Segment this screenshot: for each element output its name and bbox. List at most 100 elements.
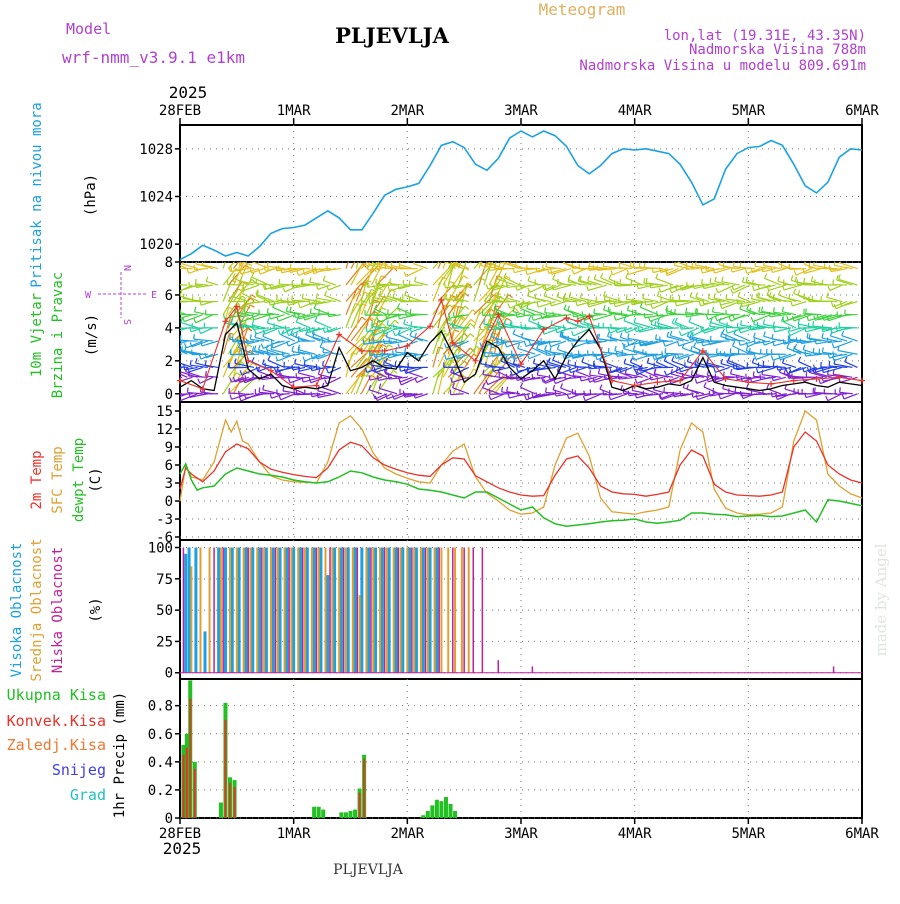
wind-barb-flag — [547, 359, 548, 364]
wind-barb-flag — [247, 264, 252, 266]
wind-barb-flag — [450, 256, 452, 261]
wind-barb-flag — [480, 343, 482, 348]
wind-barb — [640, 307, 658, 315]
wind-barb-flag — [753, 371, 754, 376]
wind-barb-flag — [374, 353, 375, 358]
wind-barb-flag — [733, 261, 734, 266]
wind-barb-flag — [471, 319, 475, 322]
wind-barb-flag — [639, 366, 640, 371]
wind-barb-flag — [265, 284, 266, 289]
wind-barb-flag — [549, 375, 550, 380]
wind-barb-flag — [393, 331, 395, 336]
compass-west: W — [85, 290, 92, 301]
wind-barb-flag — [507, 282, 508, 287]
wind-barb-flag — [795, 277, 796, 282]
wind-barb-flag — [563, 354, 565, 359]
wind-barb-flag — [189, 282, 190, 287]
wind-barb-flag — [448, 245, 453, 247]
wind-barb-flag — [603, 261, 604, 266]
precip-bar-1 — [182, 755, 184, 818]
wind-barb-flag — [517, 391, 518, 396]
wind-barb — [417, 377, 428, 382]
wind-barb-flag — [507, 387, 508, 392]
wind-barb-flag — [687, 384, 688, 389]
precip-bar-1 — [224, 720, 226, 818]
wind-barb-flag — [180, 335, 181, 340]
wind-barb-flag — [551, 320, 552, 325]
wind-barb-flag — [695, 361, 696, 366]
wind-barb-flag — [667, 332, 668, 337]
x-tick-label-bottom: 4MAR — [618, 826, 652, 842]
wind-barb-flag — [513, 329, 515, 334]
wind-barb — [756, 354, 771, 359]
wind-barb-flag — [546, 313, 547, 318]
wind-barb-flag — [537, 370, 538, 375]
wind-barb-flag — [634, 318, 635, 323]
wind-barb-flag — [763, 319, 764, 324]
wind-barb-flag — [627, 306, 629, 311]
wind-barb — [577, 302, 591, 306]
wind-barb-flag — [263, 385, 264, 390]
wind-barb-flag — [819, 379, 821, 384]
wind-barb-flag — [664, 371, 666, 376]
wind-barb — [629, 269, 648, 275]
precip-frame — [180, 679, 862, 818]
wind-barb — [489, 244, 502, 268]
wind-barb-flag — [387, 320, 388, 325]
wind-barb — [438, 245, 448, 269]
temp-ylabel-sfc: SFC Temp — [50, 446, 66, 513]
wind-barb-flag — [692, 262, 693, 267]
wind-barb — [679, 341, 694, 346]
wind-barb-flag — [787, 343, 789, 348]
x-tick-label-top: 3MAR — [504, 103, 538, 119]
precip-bar-0 — [453, 811, 457, 818]
temp-ylabel-2m: 2m Temp — [29, 450, 45, 509]
wind-barb-flag — [277, 295, 278, 300]
wind-barb-flag — [259, 387, 260, 392]
wind-barb — [267, 323, 284, 328]
wind-barb-flag — [798, 290, 800, 295]
wind-barb-flag — [726, 294, 727, 299]
wind-barb-flag — [754, 355, 756, 360]
cloud-ylabel-high: Visoka Oblacnost — [9, 543, 25, 678]
wind-barb-flag — [361, 251, 365, 253]
wind-barb-flag — [362, 317, 366, 320]
wind-barb-flag — [267, 308, 268, 313]
wind-barb-flag — [694, 343, 696, 347]
wind-barb-flag — [726, 328, 727, 333]
wind-barb-flag — [628, 340, 629, 345]
wind-barb-flag — [822, 347, 823, 352]
wind-barb-flag — [516, 312, 517, 317]
wind-barb-flag — [702, 279, 703, 284]
wind-barb-flag — [740, 262, 741, 267]
wind-barb-flag — [382, 308, 386, 310]
wind-barb-flag — [292, 346, 293, 351]
wind-barb-flag — [633, 355, 634, 360]
wind-barb-flag — [732, 341, 734, 345]
wind-barb-flag — [610, 309, 611, 314]
precip-ylabel: 1hr Precip (mm) — [112, 692, 128, 818]
wind-barb — [411, 326, 428, 327]
wind-barb-flag — [263, 359, 264, 364]
wind-barb-flag — [309, 299, 310, 304]
wind-barb-flag — [282, 352, 283, 357]
wind-barb-flag — [765, 274, 767, 279]
temperature-ytick-label: 6 — [165, 458, 173, 474]
precip-bar-0 — [317, 807, 321, 818]
wind-barb-flag — [764, 332, 765, 337]
wind-barb-flag — [588, 378, 590, 383]
wind-barb — [529, 354, 540, 358]
x-tick-label-bottom: 1MAR — [277, 826, 311, 842]
wind-barb-flag — [504, 319, 505, 324]
wind-barb — [305, 394, 320, 395]
wind-gust-marker — [438, 297, 444, 303]
wind-barb-flag — [465, 306, 469, 309]
compass-north: N — [121, 265, 132, 271]
wind-barb-flag — [589, 261, 590, 266]
wind-barb-flag — [263, 285, 264, 290]
city-title: PLJEVLJA — [335, 23, 449, 48]
wind-barb-flag — [806, 308, 807, 313]
wind-barb-flag — [269, 300, 270, 305]
